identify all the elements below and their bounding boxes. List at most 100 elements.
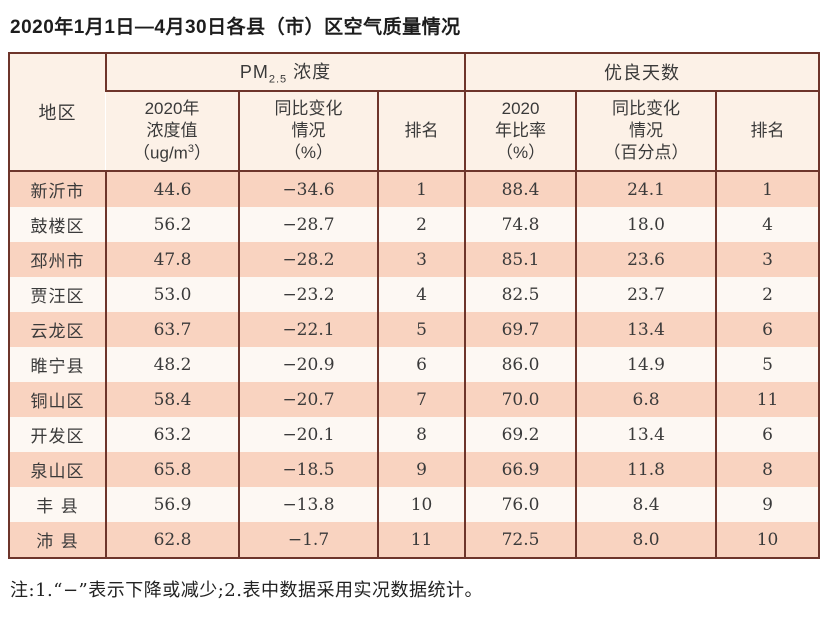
table-row: 睢宁县 48.2 −20.9 6 86.0 14.9 5	[9, 347, 820, 382]
header-gd-change-line3: （百分点）	[603, 143, 689, 163]
page-title: 2020年1月1日—4月30日各县（市）区空气质量情况	[10, 17, 461, 38]
pm-value-cell: 56.9	[105, 487, 239, 522]
gd-rank-cell: 6	[715, 417, 820, 452]
gd-change-cell: 23.7	[575, 277, 717, 312]
gd-change-cell: 8.0	[575, 522, 717, 558]
pm-rank-cell: 7	[376, 382, 466, 417]
gd-rank-cell: 2	[715, 277, 820, 312]
pm-value-cell: 48.2	[105, 347, 239, 382]
gd-change-cell: 6.8	[575, 382, 717, 417]
header-gd-rate-line1: 2020	[501, 98, 540, 118]
gd-change-cell: 11.8	[575, 452, 717, 487]
pm-change-cell: −28.2	[238, 242, 378, 277]
gd-change-cell: 13.4	[575, 417, 717, 452]
table-row: 邳州市 47.8 −28.2 3 85.1 23.6 3	[9, 242, 820, 277]
header-region: 地区	[9, 53, 106, 172]
header-gd-change: 同比变化 情况 （百分点）	[575, 91, 717, 172]
gd-rate-cell: 70.0	[464, 382, 577, 417]
gd-change-cell: 14.9	[575, 347, 717, 382]
pm-rank-cell: 2	[376, 207, 466, 242]
pm-change-cell: −28.7	[238, 207, 378, 242]
table-row: 鼓楼区 56.2 −28.7 2 74.8 18.0 4	[9, 207, 820, 242]
pm-change-cell: −18.5	[238, 452, 378, 487]
table-row: 丰 县 56.9 −13.8 10 76.0 8.4 9	[9, 487, 820, 522]
header-group-row: 地区 PM2.5 浓度 优良天数	[9, 53, 820, 172]
gd-rate-cell: 74.8	[464, 207, 577, 242]
table-header: 地区 PM2.5 浓度 优良天数 2020年 浓度值 （ug/m3） 同比变化 …	[9, 53, 820, 172]
region-cell: 铜山区	[9, 382, 106, 417]
pm-rank-cell: 1	[376, 171, 466, 207]
unit-pre: （ug/m	[133, 143, 188, 163]
header-gd-rate: 2020 年比率 （%）	[464, 91, 577, 172]
pm-value-cell: 44.6	[105, 171, 239, 207]
region-cell: 丰 县	[9, 487, 106, 522]
table-row: 泉山区 65.8 −18.5 9 66.9 11.8 8	[9, 452, 820, 487]
pm-rank-cell: 11	[376, 522, 466, 558]
region-cell: 邳州市	[9, 242, 106, 277]
header-gd-rank: 排名	[715, 91, 820, 172]
region-cell: 睢宁县	[9, 347, 106, 382]
pm-value-cell: 53.0	[105, 277, 239, 312]
header-pm-value: 2020年 浓度值 （ug/m3）	[106, 91, 239, 172]
header-sub-row: 2020年 浓度值 （ug/m3） 同比变化 情况 （%） 排名 2020 年比…	[9, 91, 820, 172]
gd-rank-cell: 3	[715, 242, 820, 277]
region-cell: 泉山区	[9, 452, 106, 487]
header-pm25-group: PM2.5 浓度	[104, 53, 466, 92]
gd-change-cell: 13.4	[575, 312, 717, 347]
header-pm-rank-label: 排名	[404, 120, 439, 140]
gd-rate-cell: 82.5	[464, 277, 577, 312]
gd-rank-cell: 11	[715, 382, 820, 417]
pm-rank-cell: 10	[376, 487, 466, 522]
gd-rate-cell: 66.9	[464, 452, 577, 487]
header-pm-change-line2: 情况	[291, 120, 326, 140]
pm-value-cell: 63.7	[105, 312, 239, 347]
footnote: 注:1.“−”表示下降或减少;2.表中数据采用实况数据统计。	[10, 580, 483, 601]
table-row: 沛 县 62.8 −1.7 11 72.5 8.0 10	[9, 522, 820, 558]
gd-rank-cell: 8	[715, 452, 820, 487]
header-pm-change-line1: 同比变化	[274, 98, 343, 118]
pm-value-cell: 63.2	[105, 417, 239, 452]
pm-label-subscript: 2.5	[268, 73, 288, 86]
gd-rate-cell: 69.2	[464, 417, 577, 452]
pm-label-suffix: 浓度	[287, 62, 332, 83]
header-pm-rank: 排名	[376, 91, 466, 172]
pm-rank-cell: 6	[376, 347, 466, 382]
region-cell: 开发区	[9, 417, 106, 452]
header-pm-value-unit: （ug/m3）	[106, 142, 238, 165]
table-body: 新沂市 44.6 −34.6 1 88.4 24.1 1 鼓楼区 56.2 −28.7 2 74.8 1…	[9, 171, 820, 558]
pm-change-cell: −34.6	[238, 171, 378, 207]
header-pm-change: 同比变化 情况 （%）	[238, 91, 378, 172]
gd-change-cell: 8.4	[575, 487, 717, 522]
header-gd-rank-label: 排名	[750, 120, 785, 140]
table-row: 新沂市 44.6 −34.6 1 88.4 24.1 1	[9, 171, 820, 207]
pm-label-prefix: PM	[239, 62, 269, 83]
pm-change-cell: −1.7	[238, 522, 378, 558]
region-cell: 新沂市	[9, 171, 106, 207]
pm-rank-cell: 8	[376, 417, 466, 452]
header-gd-rate-line3: （%）	[495, 143, 546, 163]
gd-rate-cell: 76.0	[464, 487, 577, 522]
pm-change-cell: −20.7	[238, 382, 378, 417]
pm-rank-cell: 9	[376, 452, 466, 487]
unit-sup: 3	[187, 142, 194, 155]
pm-rank-cell: 5	[376, 312, 466, 347]
pm-value-cell: 58.4	[105, 382, 239, 417]
region-cell: 鼓楼区	[9, 207, 106, 242]
table-row: 云龙区 63.7 −22.1 5 69.7 13.4 6	[9, 312, 820, 347]
pm-rank-cell: 4	[376, 277, 466, 312]
pm-change-cell: −22.1	[238, 312, 378, 347]
region-cell: 贾汪区	[9, 277, 106, 312]
pm-value-cell: 65.8	[105, 452, 239, 487]
gd-rate-cell: 88.4	[464, 171, 577, 207]
table-row: 贾汪区 53.0 −23.2 4 82.5 23.7 2	[9, 277, 820, 312]
header-pm-value-line1: 2020年	[144, 98, 200, 118]
header-pm-change-line3: （%）	[283, 143, 334, 163]
pm-rank-cell: 3	[376, 242, 466, 277]
gd-rate-cell: 69.7	[464, 312, 577, 347]
gd-change-cell: 18.0	[575, 207, 717, 242]
gd-rank-cell: 9	[715, 487, 820, 522]
gd-rate-cell: 86.0	[464, 347, 577, 382]
header-good-days-group: 优良天数	[464, 53, 820, 92]
region-cell: 云龙区	[9, 312, 106, 347]
